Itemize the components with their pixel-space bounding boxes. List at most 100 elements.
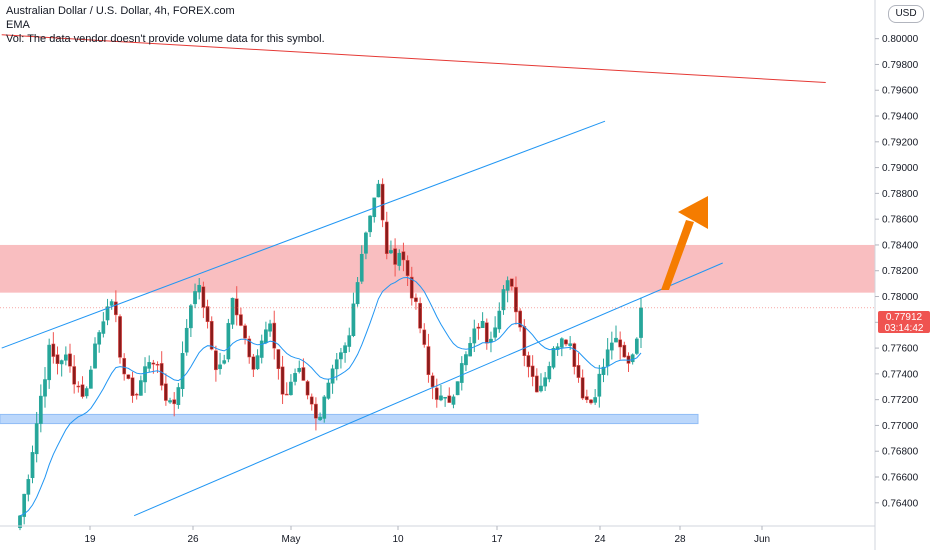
candle[interactable] xyxy=(126,374,131,380)
candle[interactable] xyxy=(297,360,302,374)
candle[interactable] xyxy=(105,298,110,326)
currency-button[interactable]: USD xyxy=(888,5,924,23)
candle[interactable] xyxy=(305,379,310,400)
candle[interactable] xyxy=(559,337,564,357)
candle[interactable] xyxy=(609,331,614,360)
candle[interactable] xyxy=(326,378,331,400)
candle[interactable] xyxy=(530,355,535,387)
price-axis[interactable]: 0.80000 0.79800 0.79600 0.79400 0.79200 0.790… xyxy=(875,34,919,509)
candle[interactable] xyxy=(93,337,97,369)
candle[interactable] xyxy=(434,378,439,408)
candle[interactable] xyxy=(405,255,410,287)
candle[interactable] xyxy=(359,245,364,284)
candle[interactable] xyxy=(339,347,343,369)
candle[interactable] xyxy=(547,361,552,383)
candle[interactable] xyxy=(480,312,485,328)
candle[interactable] xyxy=(526,351,531,378)
candle[interactable] xyxy=(451,394,456,409)
candle[interactable] xyxy=(376,179,381,198)
candle[interactable] xyxy=(551,346,556,370)
candle[interactable] xyxy=(189,303,193,338)
candle[interactable] xyxy=(201,281,206,319)
resistance-zone[interactable] xyxy=(0,244,875,293)
candle[interactable] xyxy=(276,349,281,380)
candle[interactable] xyxy=(68,343,72,373)
candle[interactable] xyxy=(80,376,85,399)
candle[interactable] xyxy=(372,197,377,223)
candle[interactable] xyxy=(497,302,502,333)
candle[interactable] xyxy=(193,283,197,309)
candle[interactable] xyxy=(259,334,264,364)
long-term-resistance-line[interactable] xyxy=(1,34,826,84)
candle[interactable] xyxy=(626,352,631,372)
candle[interactable] xyxy=(164,373,168,406)
candle[interactable] xyxy=(576,353,581,383)
candle[interactable] xyxy=(443,396,447,407)
candle[interactable] xyxy=(139,375,143,396)
candle[interactable] xyxy=(314,397,318,431)
candle[interactable] xyxy=(180,341,185,397)
candle[interactable] xyxy=(426,333,431,383)
candle[interactable] xyxy=(226,318,231,363)
candle[interactable] xyxy=(63,346,68,366)
candle[interactable] xyxy=(255,349,260,371)
candle[interactable] xyxy=(184,319,189,356)
candle[interactable] xyxy=(22,493,27,525)
ema-indicator-label[interactable]: EMA xyxy=(6,19,30,31)
candle[interactable] xyxy=(589,398,593,405)
candle[interactable] xyxy=(114,290,118,323)
candle[interactable] xyxy=(222,354,227,365)
candle[interactable] xyxy=(197,278,202,300)
candle[interactable] xyxy=(593,389,598,405)
candle[interactable] xyxy=(418,297,422,334)
candle[interactable] xyxy=(493,316,497,341)
candle[interactable] xyxy=(476,323,481,340)
candle[interactable] xyxy=(59,359,64,377)
candle[interactable] xyxy=(26,474,31,502)
candle[interactable] xyxy=(597,364,602,408)
ema-line[interactable] xyxy=(19,276,642,517)
candle[interactable] xyxy=(389,240,393,255)
candle[interactable] xyxy=(209,316,214,351)
candle[interactable] xyxy=(234,286,239,326)
candle[interactable] xyxy=(401,242,406,272)
candle[interactable] xyxy=(172,392,177,417)
candle[interactable] xyxy=(38,384,43,433)
plot-area[interactable] xyxy=(0,34,875,531)
candle[interactable] xyxy=(159,351,164,391)
channel-upper-line[interactable] xyxy=(1,120,606,349)
candle[interactable] xyxy=(239,307,243,327)
candle[interactable] xyxy=(72,355,77,394)
candle[interactable] xyxy=(622,341,627,358)
candle[interactable] xyxy=(214,345,218,382)
candle[interactable] xyxy=(301,358,306,381)
candle[interactable] xyxy=(264,321,268,345)
channel-lower-line[interactable] xyxy=(133,262,723,517)
candle[interactable] xyxy=(618,331,623,360)
candle[interactable] xyxy=(76,381,81,393)
candle[interactable] xyxy=(409,266,414,306)
candle[interactable] xyxy=(634,337,639,356)
candle[interactable] xyxy=(501,285,506,315)
candle[interactable] xyxy=(364,231,368,260)
candle[interactable] xyxy=(89,365,93,389)
candle[interactable] xyxy=(380,178,385,228)
candle[interactable] xyxy=(109,299,114,310)
candle[interactable] xyxy=(543,371,547,391)
candle[interactable] xyxy=(272,310,277,360)
candle[interactable] xyxy=(484,318,489,350)
candle[interactable] xyxy=(505,276,510,303)
candle[interactable] xyxy=(243,323,247,345)
candle[interactable] xyxy=(393,238,397,277)
candle[interactable] xyxy=(459,356,464,391)
candle[interactable] xyxy=(539,373,543,393)
candle[interactable] xyxy=(572,342,577,375)
candle[interactable] xyxy=(564,338,568,347)
candle[interactable] xyxy=(30,445,35,484)
candle[interactable] xyxy=(639,297,643,348)
candle[interactable] xyxy=(343,342,347,363)
candle[interactable] xyxy=(334,352,339,381)
candle[interactable] xyxy=(34,411,39,463)
candle[interactable] xyxy=(414,293,418,310)
